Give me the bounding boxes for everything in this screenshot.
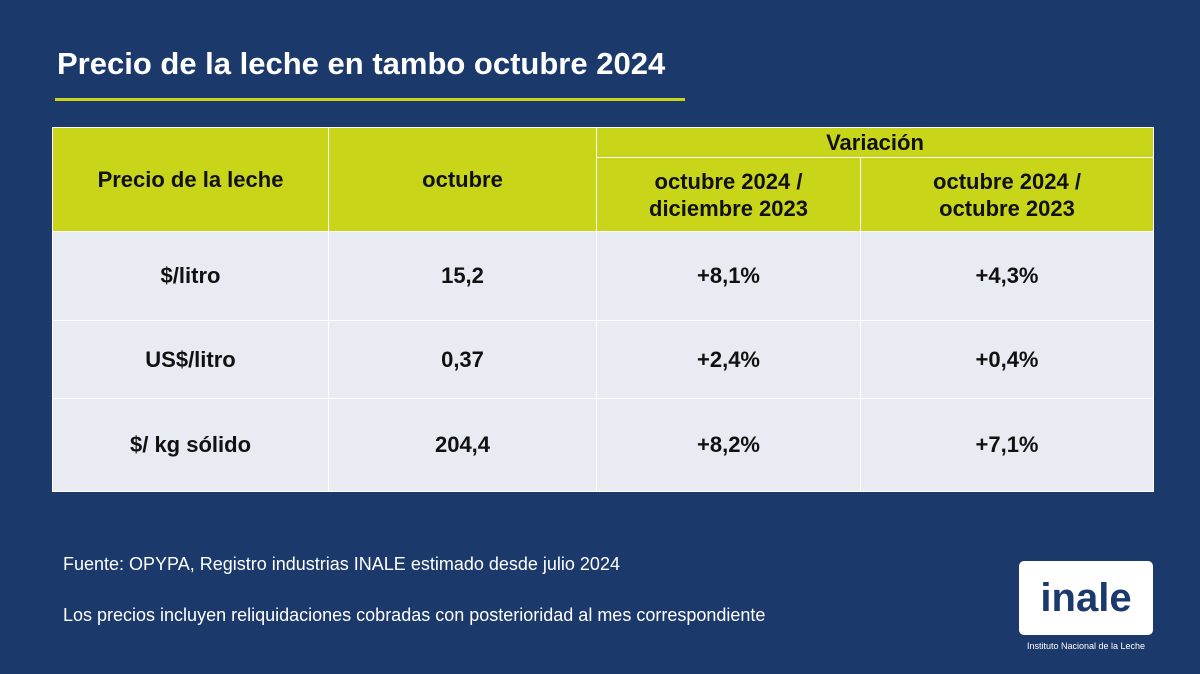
row-var-oct: +7,1% [860,398,1154,492]
row-value: 204,4 [328,398,597,492]
table-row: $/ kg sólido 204,4 +8,2% +7,1% [52,398,1154,492]
title-underline [55,98,685,101]
row-value: 15,2 [328,231,597,321]
row-label: $/litro [52,231,329,321]
header-var-oct-line1: octubre 2024 / [933,168,1081,194]
header-variation: Variación [596,127,1154,158]
row-var-oct: +0,4% [860,320,1154,399]
prices-note: Los precios incluyen reliquidaciones cob… [63,605,766,625]
header-var-dec: octubre 2024 / diciembre 2023 [596,157,861,232]
page-title: Precio de la leche en tambo octubre 2024 [57,46,666,81]
header-subrow: octubre 2024 / diciembre 2023 octubre 20… [53,157,1154,232]
row-value: 0,37 [328,320,597,399]
row-label: US$/litro [52,320,329,399]
table-row: US$/litro 0,37 +2,4% +0,4% [52,320,1154,399]
logo-text: inale [1040,575,1132,620]
table-row: $/litro 15,2 +8,1% +4,3% [52,231,1154,321]
row-label: $/ kg sólido [52,398,329,492]
row-var-dec: +8,1% [596,231,861,321]
header-month: octubre [328,127,597,232]
row-var-dec: +2,4% [596,320,861,399]
row-var-oct: +4,3% [860,231,1154,321]
header-row: Precio de la leche octubre Variación [52,127,1154,232]
price-table: Precio de la leche octubre Variación oct… [52,127,1154,492]
logo-caption: Instituto Nacional de la Leche [1026,641,1146,651]
header-var-oct: octubre 2024 / octubre 2023 [860,157,1154,232]
header-price: Precio de la leche [52,127,329,232]
inale-logo: inale [1019,561,1153,635]
row-var-dec: +8,2% [596,398,861,492]
header-var-dec-line2: diciembre 2023 [649,195,808,221]
header-var-dec-line1: octubre 2024 / [654,168,803,194]
source-note: Fuente: OPYPA, Registro industrias INALE… [63,554,620,574]
header-var-oct-line2: octubre 2023 [939,195,1075,221]
